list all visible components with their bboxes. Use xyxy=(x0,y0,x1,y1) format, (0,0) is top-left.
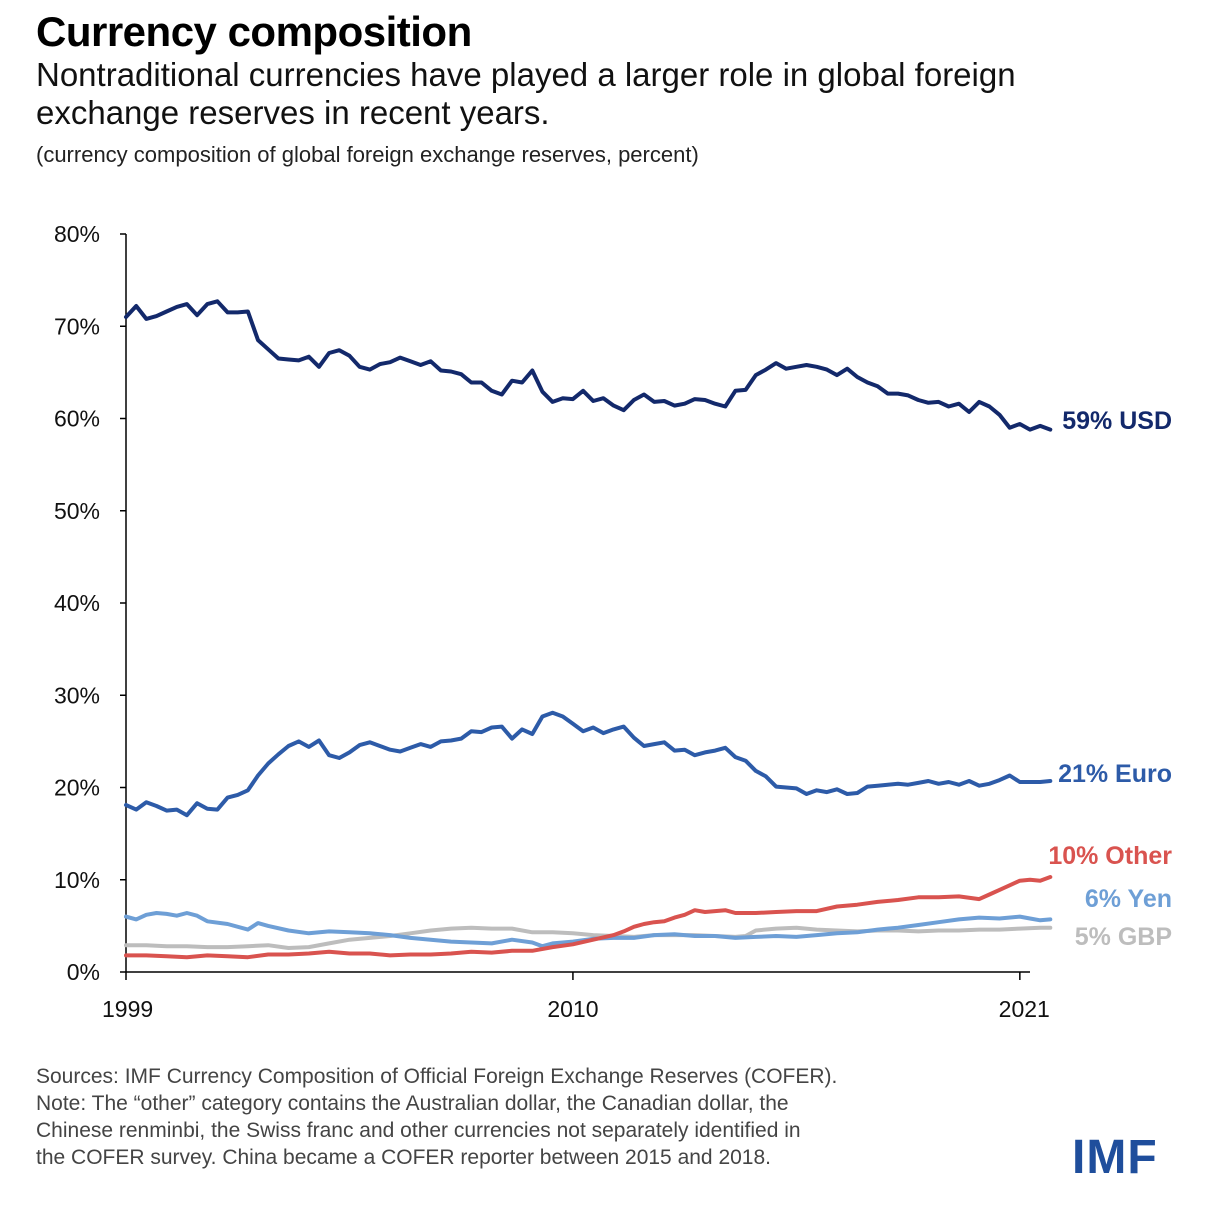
series-label-yen: 6% Yen xyxy=(1085,885,1172,913)
footnote-note-line-3: the COFER survey. China became a COFER r… xyxy=(36,1146,771,1169)
y-tick-label: 60% xyxy=(54,406,100,432)
y-tick-label: 80% xyxy=(54,221,100,247)
y-tick-label: 20% xyxy=(54,775,100,801)
x-tick-label: 1999 xyxy=(102,996,153,1022)
y-tick-label: 50% xyxy=(54,498,100,524)
series-label-euro: 21% Euro xyxy=(1058,760,1172,788)
x-tick-label: 2021 xyxy=(999,996,1050,1022)
line-chart: 0% 10% 20% 30% 40% 50% 60% 70% 80% 1999 2010 2021 5… xyxy=(54,221,1172,1022)
x-tick-label: 2010 xyxy=(547,996,598,1022)
chart-axes: 0% 10% 20% 30% 40% 50% 60% 70% 80% 1999 2010 2021 xyxy=(54,221,1050,1022)
series-line-yen xyxy=(124,911,1053,949)
chart-subtitle: Nontraditional currencies have played a … xyxy=(36,56,1016,131)
imf-logo: IMF xyxy=(1072,1131,1158,1184)
y-tick-label: 0% xyxy=(67,959,100,985)
series-line-usd xyxy=(124,299,1053,432)
series-line-other xyxy=(124,875,1053,960)
series-label-usd: 59% USD xyxy=(1062,407,1172,435)
series-line-euro xyxy=(124,710,1053,818)
chart-title: Currency composition xyxy=(36,8,472,55)
series-label-other: 10% Other xyxy=(1048,842,1172,870)
y-tick-label: 10% xyxy=(54,867,100,893)
footnote-note-line-1: Note: The “other” category contains the … xyxy=(36,1092,789,1115)
unit-note: (currency composition of global foreign … xyxy=(36,142,699,167)
footnote: Sources: IMF Currency Composition of Off… xyxy=(36,1063,1036,1171)
y-tick-label: 70% xyxy=(54,313,100,339)
series-label-gbp: 5% GBP xyxy=(1075,923,1172,951)
y-tick-label: 30% xyxy=(54,682,100,708)
chart-lines xyxy=(124,299,1053,960)
y-tick-label: 40% xyxy=(54,590,100,616)
footnote-note-line-2: Chinese renminbi, the Swiss franc and ot… xyxy=(36,1119,801,1142)
series-end-labels: 59% USD 21% Euro 10% Other 6% Yen 5% GBP xyxy=(1048,407,1172,951)
footnote-sources: Sources: IMF Currency Composition of Off… xyxy=(36,1065,838,1088)
